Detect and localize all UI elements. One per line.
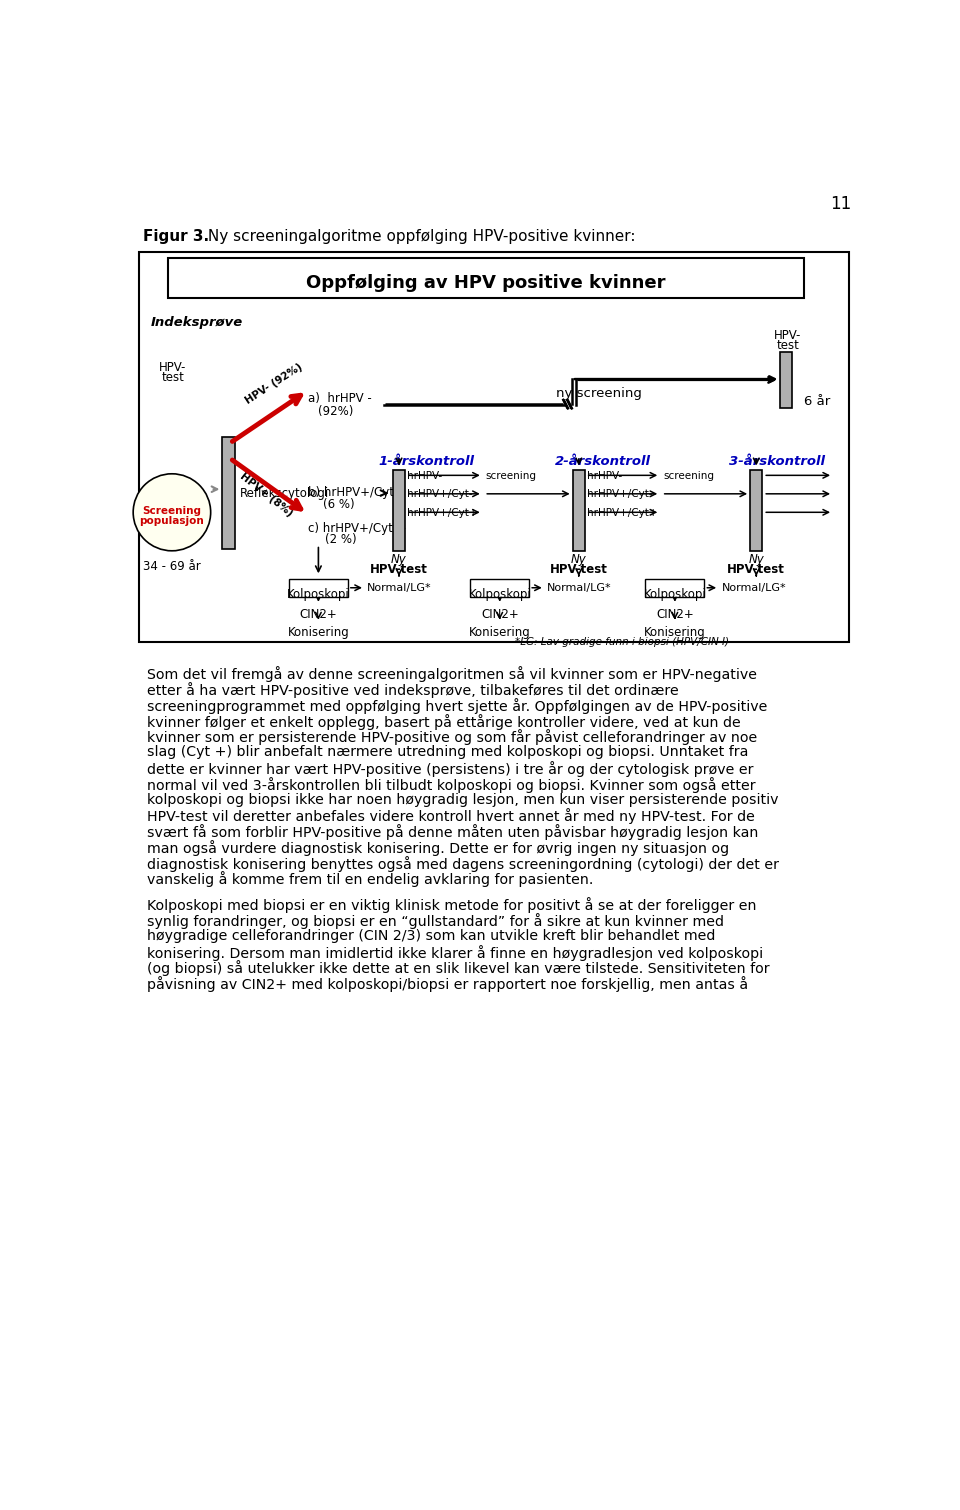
Text: (6 %): (6 %) [324, 498, 354, 510]
Bar [168, 258, 804, 299]
Bar [139, 252, 849, 642]
Text: (92%): (92%) [318, 405, 353, 417]
Text: kolposkopi og biopsi ikke har noen høygradig lesjon, men kun viser persisterende: kolposkopi og biopsi ikke har noen høygr… [147, 793, 779, 806]
Text: normal vil ved 3-årskontrollen bli tilbudt kolposkopi og biopsi. Kvinner som ogs: normal vil ved 3-årskontrollen bli tilbu… [147, 776, 756, 793]
Text: Kolposkopi: Kolposkopi [468, 587, 531, 601]
Text: 1-årskontroll: 1-årskontroll [378, 455, 474, 468]
Text: svært få som forblir HPV-positive på denne måten uten påvisbar høygradig lesjon : svært få som forblir HPV-positive på den… [147, 824, 758, 840]
Text: høygradige celleforandringer (CIN 2/3) som kan utvikle kreft blir behandlet med: høygradige celleforandringer (CIN 2/3) s… [147, 929, 715, 942]
Text: Ny: Ny [571, 553, 587, 566]
Text: kvinner som er persisterende HPV-positive og som får påvist celleforandringer av: kvinner som er persisterende HPV-positiv… [147, 729, 757, 746]
Text: synlig forandringer, og biopsi er en “gullstandard” for å sikre at kun kvinner m: synlig forandringer, og biopsi er en “gu… [147, 914, 724, 929]
Text: hrHPV+/Cyt+: hrHPV+/Cyt+ [587, 507, 657, 518]
Text: (2 %): (2 %) [325, 533, 357, 547]
Text: vanskelig å komme frem til en endelig avklaring for pasienten.: vanskelig å komme frem til en endelig av… [147, 871, 593, 888]
Text: hrHPV-: hrHPV- [587, 471, 622, 480]
Text: Indeksprøve: Indeksprøve [151, 316, 243, 329]
Text: test: test [777, 340, 800, 352]
Text: c) hrHPV+/Cyt.+: c) hrHPV+/Cyt.+ [307, 521, 406, 535]
Text: konisering. Dersom man imidlertid ikke klarer å finne en høygradlesjon ved kolpo: konisering. Dersom man imidlertid ikke k… [147, 945, 763, 960]
Text: CIN2+: CIN2+ [300, 609, 337, 621]
Text: Konisering: Konisering [644, 627, 706, 639]
Text: HPV- (92%): HPV- (92%) [244, 362, 304, 406]
Text: HPV-: HPV- [775, 329, 802, 343]
Text: populasjon: populasjon [139, 516, 204, 525]
Text: HPV-test vil deretter anbefales videre kontroll hvert annet år med ny HPV-test. : HPV-test vil deretter anbefales videre k… [147, 808, 755, 824]
Text: HPV-: HPV- [159, 361, 186, 373]
Text: Ny: Ny [749, 553, 764, 566]
Text: Som det vil fremgå av denne screeningalgoritmen så vil kvinner som er HPV-negati: Som det vil fremgå av denne screeningalg… [147, 666, 757, 683]
Text: Screening: Screening [142, 506, 202, 516]
Bar [645, 578, 705, 596]
Bar [289, 578, 348, 596]
Bar [223, 436, 234, 550]
Text: Figur 3.: Figur 3. [143, 230, 209, 245]
Text: HPV-test: HPV-test [370, 563, 428, 577]
Text: Kolposkopi: Kolposkopi [287, 587, 349, 601]
Text: HPV-test: HPV-test [550, 563, 608, 577]
Text: ny screening: ny screening [556, 387, 642, 400]
Text: påvisning av CIN2+ med kolposkopi/biopsi er rapportert noe forskjellig, men anta: påvisning av CIN2+ med kolposkopi/biopsi… [147, 977, 748, 992]
Text: Normal/LG*: Normal/LG* [721, 583, 786, 593]
Text: man også vurdere diagnostisk konisering. Dette er for øvrig ingen ny situasjon o: man også vurdere diagnostisk konisering.… [147, 840, 730, 856]
Bar [572, 470, 585, 551]
Text: b) hrHPV+/Cyt-: b) hrHPV+/Cyt- [307, 486, 398, 500]
Text: Kolposkopi med biopsi er en viktig klinisk metode for positivt å se at der forel: Kolposkopi med biopsi er en viktig klini… [147, 897, 756, 914]
Bar [393, 470, 405, 551]
Text: 3-årskontroll: 3-årskontroll [730, 455, 826, 468]
Text: Konisering: Konisering [288, 627, 349, 639]
Circle shape [133, 474, 210, 551]
Bar [780, 352, 792, 408]
Text: CIN2+: CIN2+ [656, 609, 694, 621]
Text: 11: 11 [830, 195, 852, 213]
Text: etter å ha vært HPV-positive ved indeksprøve, tilbakeføres til det ordinære: etter å ha vært HPV-positive ved indeksp… [147, 683, 679, 698]
Text: dette er kvinner har vært HPV-positive (persistens) i tre år og der cytologisk p: dette er kvinner har vært HPV-positive (… [147, 761, 754, 778]
Text: kvinner følger et enkelt opplegg, basert på ettårige kontroller videre, ved at k: kvinner følger et enkelt opplegg, basert… [147, 714, 741, 729]
Text: screening: screening [486, 471, 537, 480]
Text: 2-årskontroll: 2-årskontroll [555, 455, 651, 468]
Bar [750, 470, 762, 551]
Text: Konisering: Konisering [468, 627, 531, 639]
Text: test: test [161, 370, 184, 384]
Text: HPV-test: HPV-test [728, 563, 785, 577]
Text: diagnostisk konisering benyttes også med dagens screeningordning (cytologi) der : diagnostisk konisering benyttes også med… [147, 856, 780, 871]
Text: a)  hrHPV -: a) hrHPV - [307, 393, 372, 405]
Text: 6 år: 6 år [804, 396, 829, 408]
Text: Normal/LG*: Normal/LG* [547, 583, 612, 593]
Text: screening: screening [663, 471, 714, 480]
Text: screeningprogrammet med oppfølging hvert sjette år. Oppfølgingen av de HPV-posit: screeningprogrammet med oppfølging hvert… [147, 698, 767, 714]
Text: CIN2+: CIN2+ [481, 609, 518, 621]
Text: Oppfølging av HPV positive kvinner: Oppfølging av HPV positive kvinner [306, 275, 665, 293]
Text: *LG: Lav gradige funn i biopsi (HPV/CIN I): *LG: Lav gradige funn i biopsi (HPV/CIN … [516, 637, 730, 648]
Text: hrHPV+/Cyt-: hrHPV+/Cyt- [407, 489, 472, 500]
Text: Kolposkopi: Kolposkopi [643, 587, 707, 601]
Text: hrHPV-: hrHPV- [407, 471, 442, 480]
Text: Ny: Ny [391, 553, 407, 566]
Text: (og biopsi) så utelukker ikke dette at en slik likevel kan være tilstede. Sensit: (og biopsi) så utelukker ikke dette at e… [147, 960, 770, 977]
Bar [470, 578, 529, 596]
Text: Normal/LG*: Normal/LG* [368, 583, 432, 593]
Text: Reflekscytologi: Reflekscytologi [240, 486, 329, 500]
Text: hrHPV+/Cyt-: hrHPV+/Cyt- [587, 489, 652, 500]
Text: 34 - 69 år: 34 - 69 år [143, 560, 201, 572]
Text: HPV+ (8%): HPV+ (8%) [238, 471, 295, 518]
Text: slag (Cyt +) blir anbefalt nærmere utredning med kolposkopi og biopsi. Unntaket : slag (Cyt +) blir anbefalt nærmere utred… [147, 746, 749, 760]
Text: Ny screeningalgoritme oppfølging HPV-positive kvinner:: Ny screeningalgoritme oppfølging HPV-pos… [203, 230, 636, 245]
Text: hrHPV+/Cyt+: hrHPV+/Cyt+ [407, 507, 477, 518]
